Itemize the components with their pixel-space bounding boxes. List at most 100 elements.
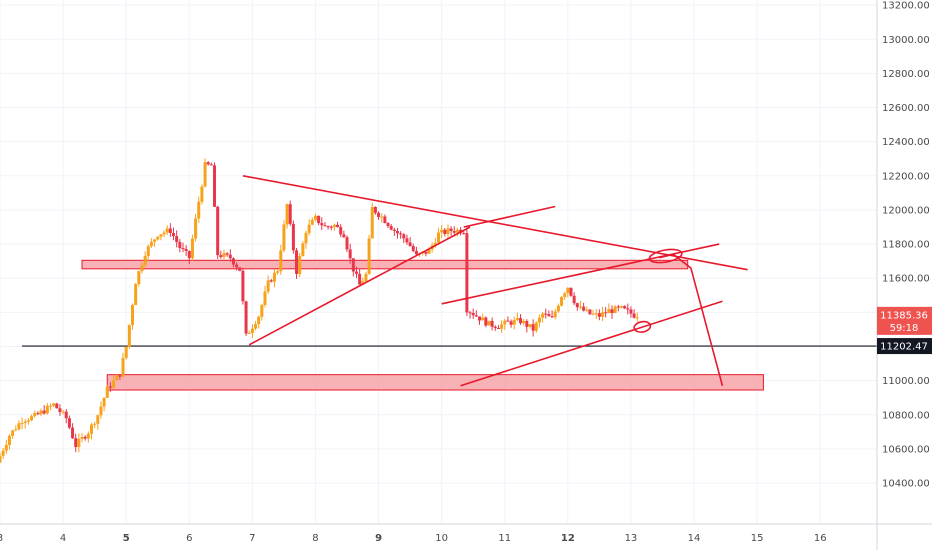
candle-body bbox=[601, 312, 605, 317]
trendline-channel-lower bbox=[460, 300, 723, 387]
candle-body bbox=[471, 312, 475, 316]
candle-body bbox=[462, 233, 466, 235]
price-zone bbox=[106, 374, 764, 391]
candle-body bbox=[216, 206, 220, 256]
candle-body bbox=[153, 239, 157, 242]
candle-body bbox=[572, 295, 576, 304]
candle-body bbox=[522, 320, 526, 324]
candle-body bbox=[124, 346, 128, 358]
candle-body bbox=[1, 450, 5, 456]
candle-body bbox=[588, 309, 592, 315]
price-tick-label: 10800.00 bbox=[882, 410, 930, 421]
candle-body bbox=[266, 280, 270, 292]
trendline-descending-resistance bbox=[242, 175, 748, 271]
trendline-breakdown-line bbox=[463, 205, 556, 228]
candle-body bbox=[310, 219, 314, 225]
candle-body bbox=[354, 271, 358, 274]
candle-body bbox=[632, 313, 636, 318]
candle-body bbox=[496, 328, 500, 330]
price-tick-label: 12400.00 bbox=[882, 137, 930, 148]
candle-body bbox=[537, 317, 541, 323]
candle-body bbox=[276, 271, 280, 273]
candle-body bbox=[626, 308, 630, 310]
candle-body bbox=[42, 410, 46, 414]
candle-body bbox=[490, 320, 494, 327]
candle-body bbox=[386, 222, 390, 227]
time-tick-label: 3 bbox=[0, 533, 3, 544]
candle-body bbox=[181, 248, 185, 250]
time-tick-label: 12 bbox=[561, 533, 575, 544]
candle-body bbox=[320, 223, 324, 226]
candle-body bbox=[594, 313, 598, 315]
candle-body bbox=[112, 380, 116, 388]
candle-body bbox=[440, 229, 444, 233]
candle-body bbox=[219, 255, 223, 257]
candle-body bbox=[108, 386, 112, 388]
candle-body bbox=[629, 309, 633, 314]
candle-body bbox=[313, 215, 317, 220]
candle-body bbox=[525, 320, 529, 327]
candle-body bbox=[225, 253, 229, 255]
candle-body bbox=[544, 313, 548, 315]
candle-body bbox=[130, 305, 134, 325]
candle-body bbox=[30, 416, 34, 421]
candle-body bbox=[304, 232, 308, 244]
candle-body bbox=[247, 333, 251, 335]
candle-body bbox=[449, 228, 453, 232]
candle-body bbox=[105, 386, 109, 398]
candle-body bbox=[339, 227, 343, 235]
candle-body bbox=[11, 430, 15, 436]
candle-body bbox=[392, 229, 396, 232]
candle-body bbox=[178, 242, 182, 249]
candle-body bbox=[474, 315, 478, 317]
support-resistance-zones bbox=[81, 259, 764, 391]
candle-body bbox=[563, 293, 567, 298]
candle-body bbox=[184, 248, 188, 251]
candle-body bbox=[134, 284, 138, 306]
candle-body bbox=[172, 233, 176, 237]
current-price-value: 11385.36 bbox=[880, 310, 928, 321]
time-tick-label: 4 bbox=[60, 533, 66, 544]
candle-body bbox=[0, 455, 2, 463]
candle-body bbox=[481, 317, 485, 321]
key-level-value: 11202.47 bbox=[880, 342, 928, 353]
candle-body bbox=[585, 309, 589, 311]
price-tick-label: 11800.00 bbox=[882, 240, 930, 251]
time-tick-label: 7 bbox=[249, 533, 255, 544]
price-tick-label: 11600.00 bbox=[882, 274, 930, 285]
candle-body bbox=[547, 314, 551, 317]
candle-body bbox=[4, 444, 8, 451]
candle-body bbox=[89, 424, 93, 434]
candle-body bbox=[468, 312, 472, 314]
candle-body bbox=[317, 215, 321, 224]
candle-body bbox=[165, 228, 169, 233]
candle-body bbox=[140, 264, 144, 272]
projection-path bbox=[659, 253, 724, 386]
candle-body bbox=[228, 254, 232, 259]
price-tick-label: 10400.00 bbox=[882, 479, 930, 490]
price-tick-label: 12200.00 bbox=[882, 171, 930, 182]
candle-body bbox=[288, 204, 292, 224]
candle-body bbox=[569, 287, 573, 296]
candle-body bbox=[493, 326, 497, 329]
candle-body bbox=[465, 233, 469, 313]
candle-body bbox=[175, 236, 179, 243]
candle-body bbox=[272, 272, 276, 282]
candle-body bbox=[222, 253, 226, 257]
candle-body bbox=[235, 264, 239, 268]
candle-body bbox=[348, 249, 352, 259]
candle-body bbox=[20, 422, 24, 424]
candle-body bbox=[102, 397, 106, 407]
candle-body bbox=[411, 246, 415, 251]
annotation-circle bbox=[648, 248, 683, 264]
candle-body bbox=[553, 311, 557, 318]
time-tick-label: 10 bbox=[435, 533, 448, 544]
trendline-rising-wedge-support bbox=[248, 226, 471, 346]
candle-body bbox=[291, 223, 295, 251]
candle-body bbox=[373, 206, 377, 213]
price-zone bbox=[81, 259, 689, 270]
candle-body bbox=[58, 408, 62, 412]
candle-body bbox=[301, 243, 305, 257]
